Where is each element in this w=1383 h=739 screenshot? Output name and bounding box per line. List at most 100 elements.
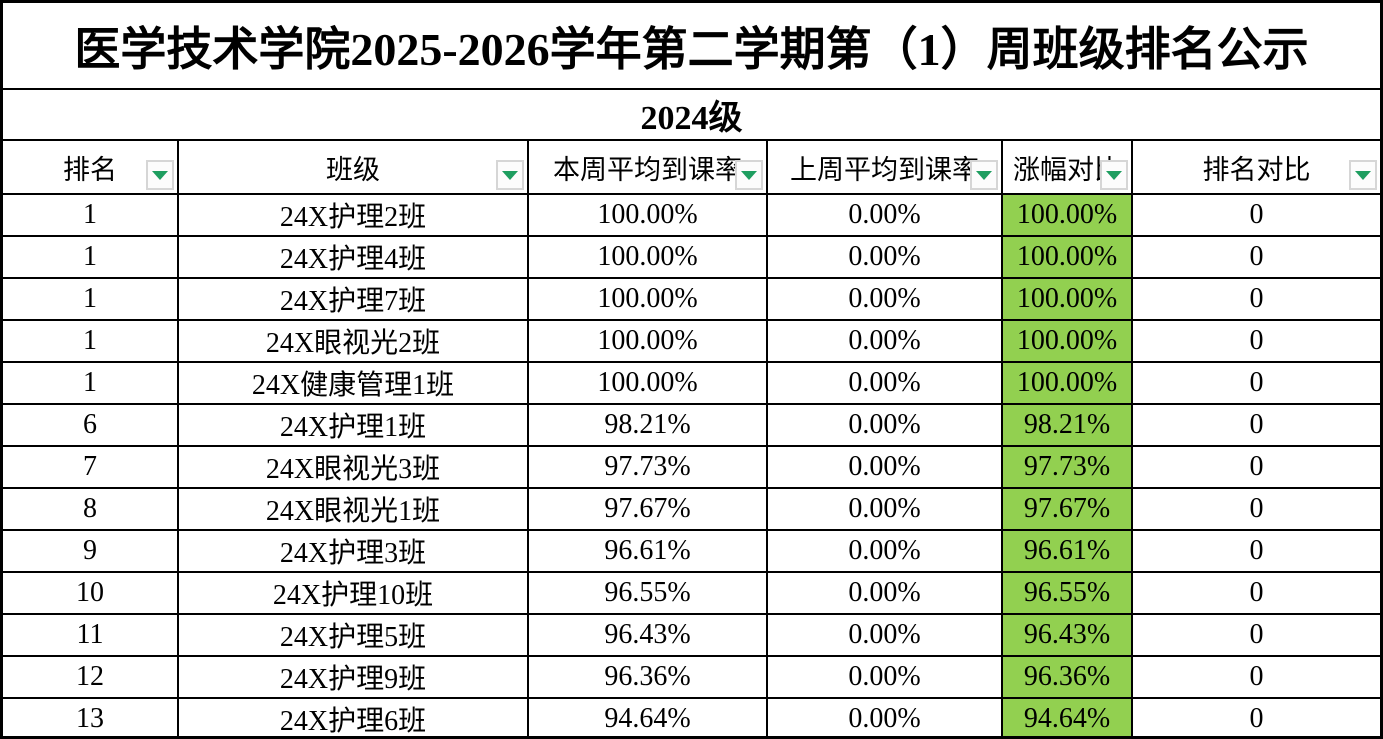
cell-rank[interactable]: 1 [3, 277, 179, 321]
cell-last-week-rate[interactable]: 0.00% [766, 445, 1003, 489]
cell-last-week-rate[interactable]: 0.00% [766, 487, 1003, 531]
cell-last-week-rate[interactable]: 0.00% [766, 361, 1003, 405]
cell-class-name[interactable]: 24X护理2班 [177, 193, 529, 237]
table-row: 9 24X护理3班 96.61% 0.00% 96.61% 0 [3, 529, 1380, 573]
cell-this-week-rate[interactable]: 100.00% [527, 235, 768, 279]
cell-last-week-rate[interactable]: 0.00% [766, 277, 1003, 321]
filter-dropdown-button-change-compare[interactable] [1100, 160, 1128, 190]
cell-this-week-rate[interactable]: 96.43% [527, 613, 768, 657]
cell-rank[interactable]: 8 [3, 487, 179, 531]
cell-change-rate[interactable]: 98.21% [1001, 403, 1133, 447]
cell-last-week-rate[interactable]: 0.00% [766, 655, 1003, 699]
cell-change-rate[interactable]: 96.61% [1001, 529, 1133, 573]
cell-rank-change[interactable]: 0 [1131, 529, 1380, 573]
filter-dropdown-button-class[interactable] [496, 160, 524, 190]
filter-arrow-icon [1355, 170, 1371, 180]
cell-last-week-rate[interactable]: 0.00% [766, 193, 1003, 237]
cell-rank[interactable]: 11 [3, 613, 179, 657]
cell-this-week-rate[interactable]: 97.67% [527, 487, 768, 531]
cell-class-name[interactable]: 24X护理4班 [177, 235, 529, 279]
cell-class-name[interactable]: 24X健康管理1班 [177, 361, 529, 405]
cell-rank-change[interactable]: 0 [1131, 445, 1380, 489]
cell-last-week-rate[interactable]: 0.00% [766, 403, 1003, 447]
cell-rank[interactable]: 13 [3, 697, 179, 736]
cell-change-rate[interactable]: 100.00% [1001, 277, 1133, 321]
cell-rank-change[interactable]: 0 [1131, 277, 1380, 321]
cell-this-week-rate[interactable]: 100.00% [527, 319, 768, 363]
cell-rank-change[interactable]: 0 [1131, 193, 1380, 237]
cell-this-week-rate[interactable]: 94.64% [527, 697, 768, 736]
cell-change-rate[interactable]: 100.00% [1001, 361, 1133, 405]
cell-change-rate[interactable]: 96.43% [1001, 613, 1133, 657]
filter-dropdown-button-this-week-rate[interactable] [735, 160, 763, 190]
cell-class-name[interactable]: 24X眼视光3班 [177, 445, 529, 489]
table-row: 1 24X眼视光2班 100.00% 0.00% 100.00% 0 [3, 319, 1380, 363]
cell-rank[interactable]: 10 [3, 571, 179, 615]
cell-rank[interactable]: 1 [3, 235, 179, 279]
cell-class-name[interactable]: 24X眼视光2班 [177, 319, 529, 363]
cell-this-week-rate[interactable]: 100.00% [527, 277, 768, 321]
cell-rank[interactable]: 1 [3, 193, 179, 237]
col-header-change-compare: 涨幅对比 [1001, 141, 1133, 195]
cell-last-week-rate[interactable]: 0.00% [766, 319, 1003, 363]
table-row: 1 24X护理4班 100.00% 0.00% 100.00% 0 [3, 235, 1380, 279]
filter-dropdown-button-rank[interactable] [146, 160, 174, 190]
cell-class-name[interactable]: 24X护理10班 [177, 571, 529, 615]
cell-class-name[interactable]: 24X护理6班 [177, 697, 529, 736]
cell-this-week-rate[interactable]: 98.21% [527, 403, 768, 447]
cell-rank-change[interactable]: 0 [1131, 361, 1380, 405]
cell-rank[interactable]: 6 [3, 403, 179, 447]
ranking-table: 排名 班级 本周平均到课率 上周平均到课率 涨幅对比 [3, 141, 1380, 736]
cell-rank-change[interactable]: 0 [1131, 235, 1380, 279]
cell-rank-change[interactable]: 0 [1131, 319, 1380, 363]
cell-class-name[interactable]: 24X护理7班 [177, 277, 529, 321]
cell-last-week-rate[interactable]: 0.00% [766, 571, 1003, 615]
cell-rank[interactable]: 7 [3, 445, 179, 489]
cell-last-week-rate[interactable]: 0.00% [766, 613, 1003, 657]
table-row: 8 24X眼视光1班 97.67% 0.00% 97.67% 0 [3, 487, 1380, 531]
col-header-rank: 排名 [3, 141, 179, 195]
cell-change-rate[interactable]: 100.00% [1001, 193, 1133, 237]
table-row: 10 24X护理10班 96.55% 0.00% 96.55% 0 [3, 571, 1380, 615]
cell-change-rate[interactable]: 100.00% [1001, 319, 1133, 363]
cell-this-week-rate[interactable]: 96.36% [527, 655, 768, 699]
cell-last-week-rate[interactable]: 0.00% [766, 235, 1003, 279]
cell-change-rate[interactable]: 96.36% [1001, 655, 1133, 699]
cell-last-week-rate[interactable]: 0.00% [766, 697, 1003, 736]
cell-this-week-rate[interactable]: 100.00% [527, 361, 768, 405]
cell-rank-change[interactable]: 0 [1131, 403, 1380, 447]
cell-last-week-rate[interactable]: 0.00% [766, 529, 1003, 573]
filter-dropdown-button-last-week-rate[interactable] [970, 160, 998, 190]
cell-change-rate[interactable]: 96.55% [1001, 571, 1133, 615]
cell-rank-change[interactable]: 0 [1131, 655, 1380, 699]
cell-this-week-rate[interactable]: 97.73% [527, 445, 768, 489]
grade-subtitle: 2024级 [3, 90, 1380, 141]
cell-class-name[interactable]: 24X护理1班 [177, 403, 529, 447]
col-header-rank-compare: 排名对比 [1131, 141, 1380, 195]
cell-rank[interactable]: 9 [3, 529, 179, 573]
table-row: 13 24X护理6班 94.64% 0.00% 94.64% 0 [3, 697, 1380, 736]
cell-rank-change[interactable]: 0 [1131, 613, 1380, 657]
cell-this-week-rate[interactable]: 100.00% [527, 193, 768, 237]
cell-rank-change[interactable]: 0 [1131, 697, 1380, 736]
col-header-rank-label: 排名 [63, 154, 117, 185]
cell-change-rate[interactable]: 97.67% [1001, 487, 1133, 531]
cell-rank[interactable]: 1 [3, 361, 179, 405]
cell-class-name[interactable]: 24X护理9班 [177, 655, 529, 699]
cell-change-rate[interactable]: 100.00% [1001, 235, 1133, 279]
cell-this-week-rate[interactable]: 96.55% [527, 571, 768, 615]
filter-dropdown-button-rank-compare[interactable] [1349, 160, 1377, 190]
filter-arrow-icon [976, 170, 992, 180]
cell-class-name[interactable]: 24X护理3班 [177, 529, 529, 573]
cell-change-rate[interactable]: 97.73% [1001, 445, 1133, 489]
cell-this-week-rate[interactable]: 96.61% [527, 529, 768, 573]
col-header-last-week-rate: 上周平均到课率 [766, 141, 1003, 195]
cell-class-name[interactable]: 24X眼视光1班 [177, 487, 529, 531]
cell-rank[interactable]: 12 [3, 655, 179, 699]
table-row: 12 24X护理9班 96.36% 0.00% 96.36% 0 [3, 655, 1380, 699]
cell-change-rate[interactable]: 94.64% [1001, 697, 1133, 736]
cell-rank[interactable]: 1 [3, 319, 179, 363]
cell-rank-change[interactable]: 0 [1131, 487, 1380, 531]
cell-rank-change[interactable]: 0 [1131, 571, 1380, 615]
cell-class-name[interactable]: 24X护理5班 [177, 613, 529, 657]
